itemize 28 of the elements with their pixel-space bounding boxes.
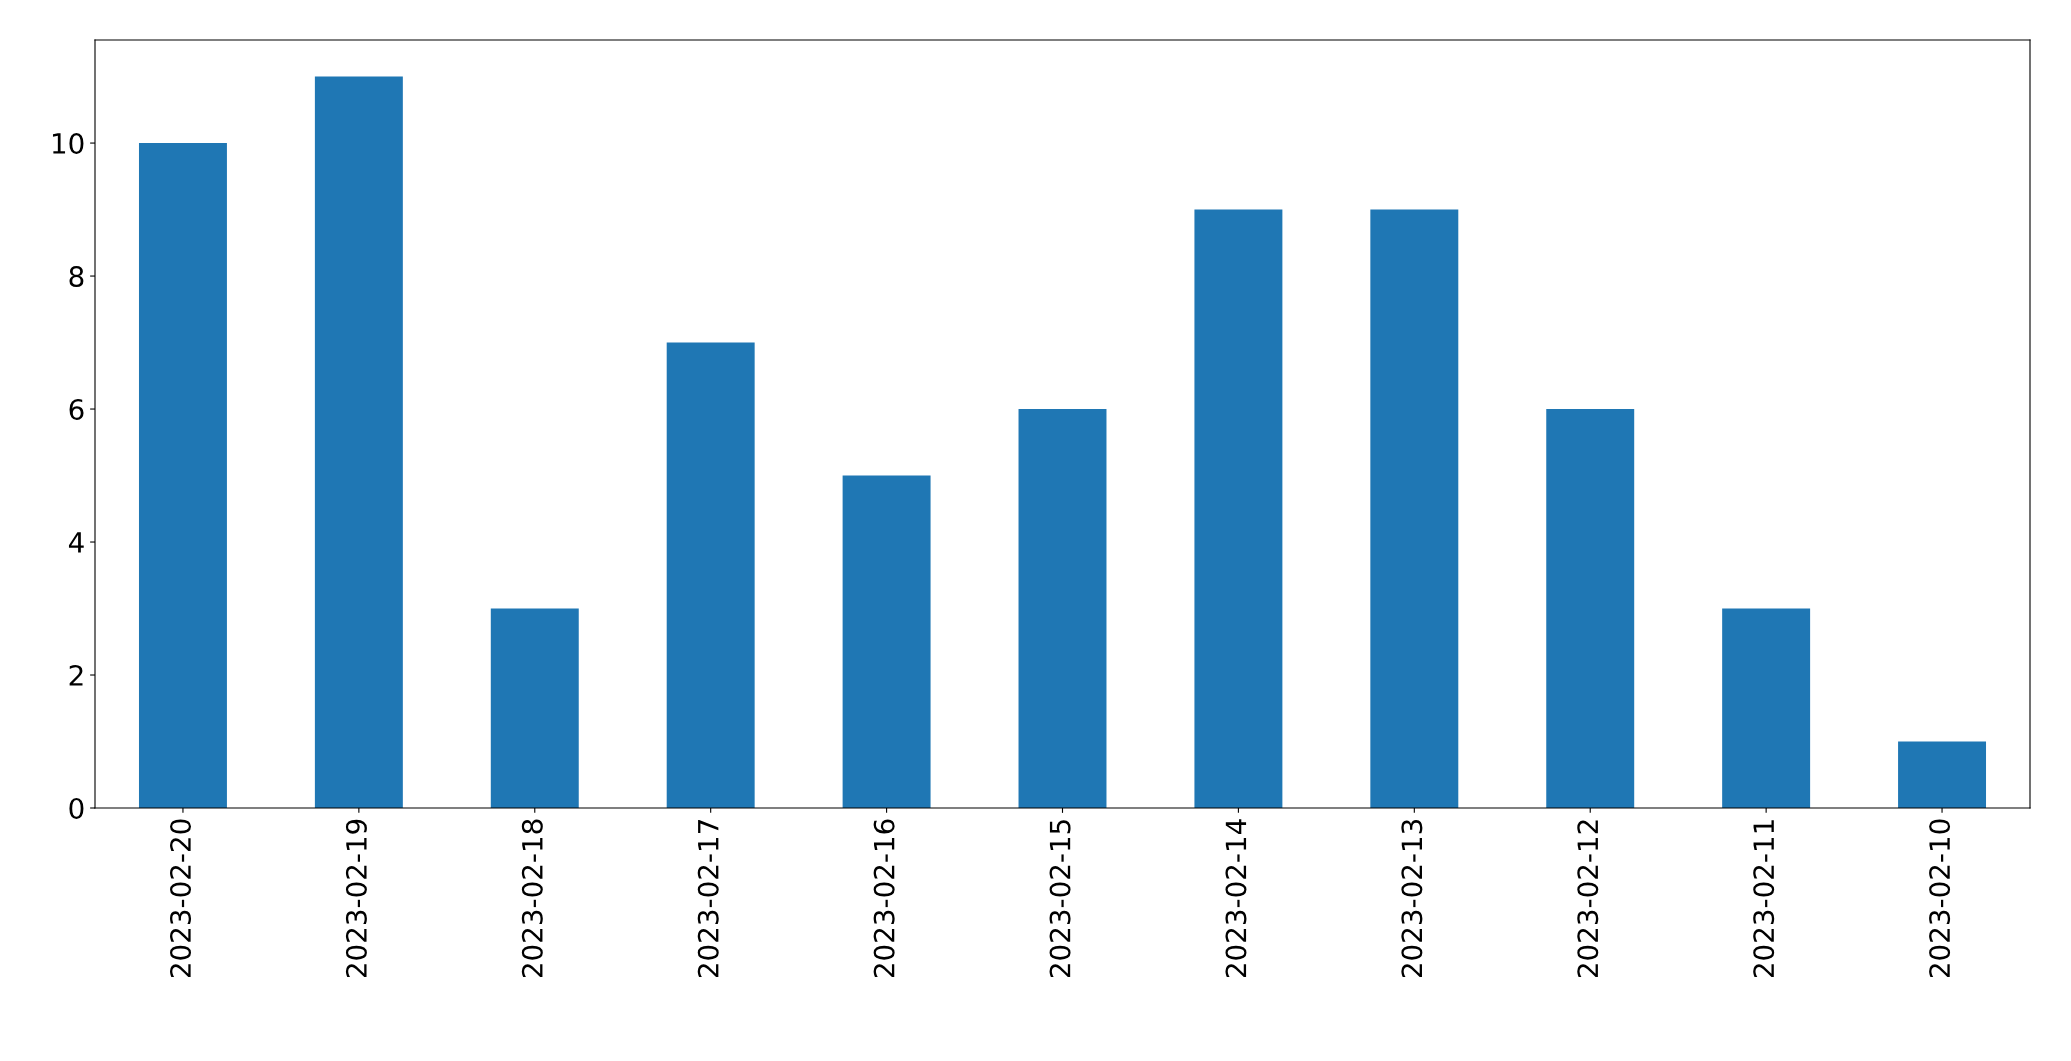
bar [842,475,931,808]
x-tick-label: 2023-02-10 [1929,819,1951,978]
y-tick-label: 6 [69,398,84,420]
bar [1546,409,1635,808]
y-tick-label: 10 [52,133,84,155]
bar [1898,741,1987,808]
bar [666,342,755,808]
x-tick-label: 2023-02-12 [1577,820,1599,978]
x-tick-label: 2023-02-20 [170,819,192,978]
y-tick-label: 2 [69,664,83,686]
x-tick-label: 2023-02-15 [1049,820,1071,978]
bar [1722,608,1811,808]
x-tick-label: 2023-02-19 [345,819,367,978]
y-tick-label: 0 [69,797,84,819]
bar [1370,209,1459,808]
x-tick-label: 2023-02-18 [521,819,543,978]
y-tick-label: 8 [69,265,84,287]
bar [1194,209,1283,808]
x-tick-label: 2023-02-16 [873,819,895,978]
bar [314,76,403,808]
x-tick-label: 2023-02-14 [1225,819,1247,978]
x-tick-label: 2023-02-13 [1401,819,1423,978]
y-tick-label: 4 [68,532,84,553]
bar [490,608,579,808]
x-tick-label: 2023-02-17 [697,820,719,978]
bar [138,143,227,808]
bar [1018,409,1107,808]
x-tick-label: 2023-02-11 [1753,820,1775,978]
